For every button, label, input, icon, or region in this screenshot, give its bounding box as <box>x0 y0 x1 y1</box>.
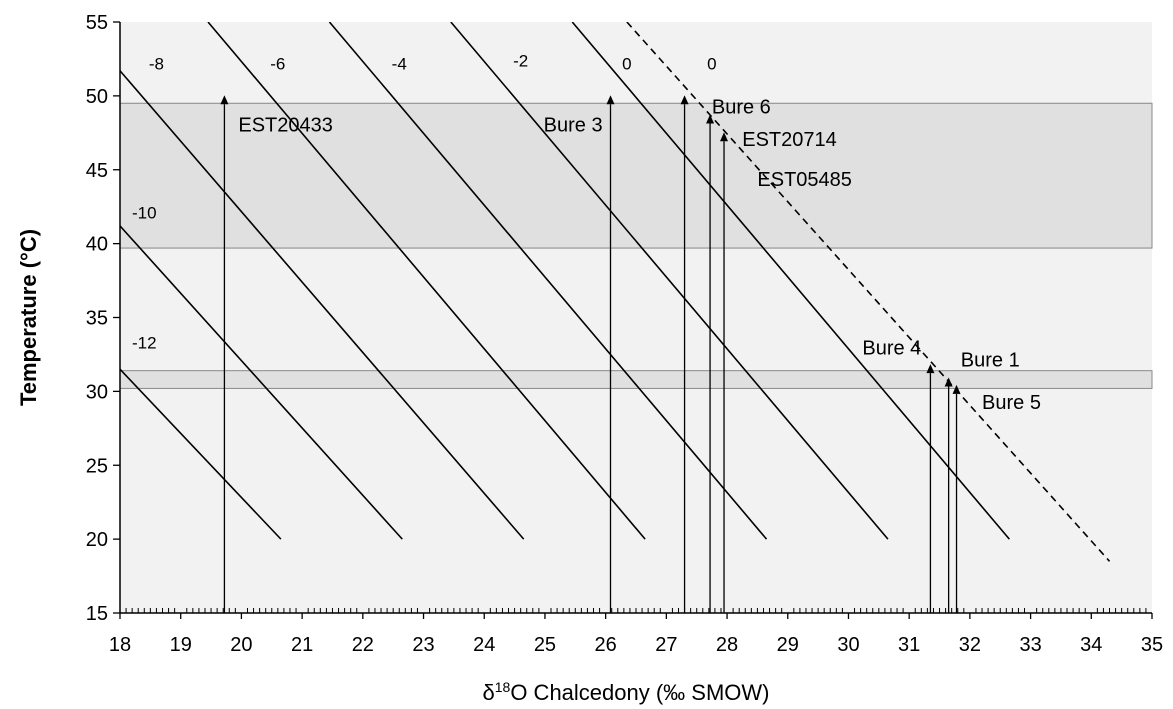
isoline-8 <box>626 22 1111 562</box>
x-tick-label-17: 34 <box>1080 634 1102 656</box>
sample-label-4: EST20714 <box>742 129 837 151</box>
x-tick-label-2: 19 <box>170 634 192 656</box>
isoline-label-8: 0 <box>707 54 716 73</box>
y-tick-label-7: 45 <box>86 160 108 182</box>
y-tick-label-9: 55 <box>86 12 108 34</box>
x-tick-label-6: 23 <box>412 634 434 656</box>
x-tick-label-14: 31 <box>898 634 920 656</box>
y-tick-label-4: 30 <box>86 381 108 403</box>
isoline-label-2: -10 <box>132 204 157 223</box>
isoline-4 <box>207 22 646 540</box>
y-axis-title: Temperature (°C) <box>16 229 41 406</box>
sample-label-1: EST20433 <box>238 114 333 136</box>
x-tick-label-8: 25 <box>534 634 556 656</box>
x-tick-label-13: 30 <box>837 634 859 656</box>
x-tick-label-12: 29 <box>777 634 799 656</box>
sample-label-2: Bure 3 <box>544 114 603 136</box>
x-tick-label-9: 26 <box>595 634 617 656</box>
sample-label-5: EST05485 <box>757 169 852 191</box>
y-tick-label-5: 35 <box>86 308 108 330</box>
x-tick-label-7: 24 <box>473 634 495 656</box>
x-tick-label-18: 35 <box>1141 634 1163 656</box>
isoline-label-7: 0 <box>622 54 631 73</box>
isoline-6 <box>450 22 889 540</box>
x-tick-label-4: 21 <box>291 634 313 656</box>
x-tick-label-11: 28 <box>716 634 738 656</box>
isoline-label-4: -6 <box>270 54 285 73</box>
isoline-5 <box>328 22 768 540</box>
y-tick-label-6: 40 <box>86 234 108 256</box>
x-tick-label-16: 33 <box>1019 634 1041 656</box>
shaded-band-1 <box>119 102 1153 249</box>
isoline-1 <box>120 368 282 540</box>
isoline-2 <box>120 225 403 540</box>
x-axis-title: δ18O Chalcedony (‰ SMOW) <box>483 679 770 705</box>
isoline-3 <box>120 70 525 540</box>
x-tick-label-3: 20 <box>230 634 252 656</box>
sample-label-8: Bure 5 <box>982 392 1041 414</box>
x-tick-label-15: 32 <box>959 634 981 656</box>
y-tick-label-1: 15 <box>86 603 108 625</box>
y-tick-label-2: 20 <box>86 529 108 551</box>
sample-label-7: Bure 1 <box>961 349 1020 371</box>
x-tick-label-10: 27 <box>655 634 677 656</box>
y-tick-label-3: 25 <box>86 455 108 477</box>
isoline-label-6: -2 <box>513 51 528 70</box>
y-tick-label-8: 50 <box>86 86 108 108</box>
isoline-label-3: -8 <box>149 54 164 73</box>
x-tick-label-1: 18 <box>109 634 131 656</box>
sample-label-6: Bure 4 <box>862 337 921 359</box>
isoline-label-1: -12 <box>132 334 157 353</box>
x-tick-label-5: 22 <box>352 634 374 656</box>
isoline-7 <box>571 22 1010 540</box>
sample-label-3: Bure 6 <box>712 97 771 119</box>
isoline-label-5: -4 <box>392 54 407 73</box>
